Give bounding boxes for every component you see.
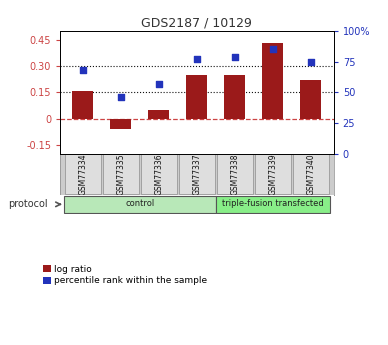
Point xyxy=(232,54,238,60)
Bar xyxy=(262,43,283,119)
Bar xyxy=(149,110,170,119)
Bar xyxy=(255,154,291,194)
Legend: log ratio, percentile rank within the sample: log ratio, percentile rank within the sa… xyxy=(43,265,207,285)
Text: GSM77334: GSM77334 xyxy=(78,154,87,195)
Bar xyxy=(224,75,245,119)
Bar xyxy=(179,154,215,194)
Text: GSM77340: GSM77340 xyxy=(307,154,315,195)
Bar xyxy=(217,154,253,194)
Point xyxy=(118,95,124,100)
Text: GSM77339: GSM77339 xyxy=(268,154,277,195)
Point xyxy=(270,47,276,52)
Point xyxy=(194,57,200,62)
Bar xyxy=(141,154,177,194)
Text: triple-fusion transfected: triple-fusion transfected xyxy=(222,199,324,208)
Text: GSM77337: GSM77337 xyxy=(192,154,201,195)
Point xyxy=(308,59,314,65)
Text: GSM77336: GSM77336 xyxy=(154,154,163,195)
Point xyxy=(80,68,86,73)
Text: GSM77338: GSM77338 xyxy=(230,154,239,195)
Bar xyxy=(103,154,139,194)
Bar xyxy=(64,196,216,213)
Bar xyxy=(187,75,207,119)
Bar xyxy=(73,91,94,119)
Text: control: control xyxy=(125,199,154,208)
Bar xyxy=(293,154,329,194)
Text: protocol: protocol xyxy=(8,199,47,209)
Bar xyxy=(216,196,330,213)
Title: GDS2187 / 10129: GDS2187 / 10129 xyxy=(142,17,252,30)
Bar xyxy=(300,80,321,119)
Bar xyxy=(65,154,101,194)
Text: GSM77335: GSM77335 xyxy=(116,154,125,195)
Point xyxy=(156,81,162,87)
Bar xyxy=(111,119,132,129)
